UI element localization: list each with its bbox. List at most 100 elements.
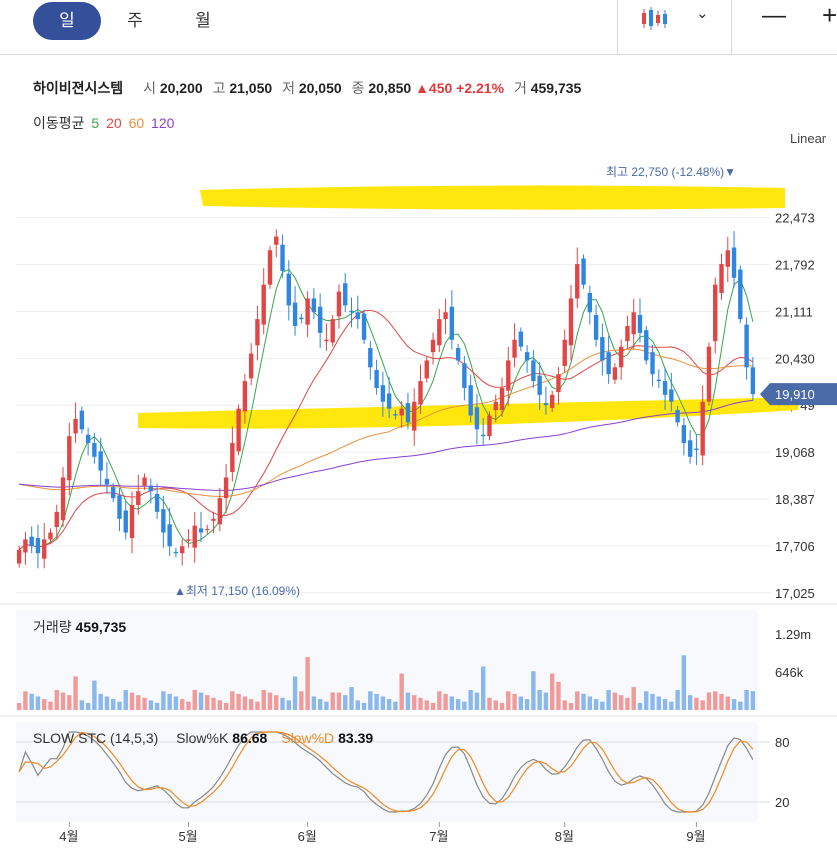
- candle-body: [581, 258, 586, 285]
- volume-bar: [161, 691, 166, 710]
- candle-body: [631, 312, 636, 335]
- candle-body: [424, 360, 429, 379]
- volume-bar: [186, 701, 191, 710]
- candle-body: [73, 418, 78, 434]
- volume-bar: [292, 676, 298, 710]
- volume-bar: [117, 701, 122, 710]
- candle-body: [531, 360, 536, 382]
- volume-bar: [280, 697, 285, 710]
- volume-bar: [317, 699, 323, 710]
- candle-body: [142, 477, 147, 486]
- volume-bar: [111, 699, 116, 710]
- volume-bar: [368, 691, 373, 710]
- volume-bar: [255, 701, 260, 710]
- ma-legend-item[interactable]: 20: [106, 115, 122, 131]
- stc-k-label: Slow%K: [176, 730, 229, 746]
- zoom-out-icon[interactable]: —: [762, 2, 786, 29]
- volume-bar: [361, 702, 367, 710]
- volume-bar: [430, 702, 436, 710]
- candle-body: [317, 306, 323, 333]
- candle-body: [305, 298, 310, 325]
- candle-body: [261, 284, 266, 325]
- candle-body: [173, 551, 179, 554]
- candle-body: [462, 363, 467, 388]
- candle-body: [311, 298, 317, 313]
- volume-bar: [506, 691, 511, 710]
- volume-bar: [136, 695, 141, 710]
- scale-mode[interactable]: Linear: [790, 131, 827, 146]
- stc-title: SLOW STC: [33, 730, 107, 746]
- stc-k-line: [18, 731, 754, 813]
- volume-bar: [154, 702, 160, 710]
- candle-body: [42, 539, 47, 559]
- volume-bar: [167, 693, 172, 710]
- volume-bar: [706, 692, 712, 710]
- volume-bar: [311, 696, 317, 710]
- candle-body: [506, 360, 511, 391]
- divider: [617, 0, 618, 54]
- ma-legend: 이동평균 5 20 60 120: [33, 113, 177, 133]
- volume-bar: [625, 697, 630, 710]
- candle-body: [386, 393, 392, 409]
- candle-body: [255, 319, 260, 346]
- volume-bar: [29, 693, 34, 710]
- candle-body: [79, 410, 85, 430]
- candle-body: [618, 346, 624, 368]
- max-annotation: 최고 22,750 (-12.48%)▼: [606, 165, 736, 179]
- stc-tick-label: 80: [775, 735, 789, 750]
- volume-bar: [179, 699, 185, 710]
- volume-bar: [531, 671, 536, 710]
- candle-body: [437, 319, 442, 346]
- candle-body: [650, 352, 655, 375]
- volume-tick-label: 646k: [775, 665, 804, 680]
- y-tick-label: 17,025: [775, 586, 815, 601]
- volume-bar: [242, 696, 248, 710]
- volume-bar: [606, 690, 611, 710]
- volume-bar: [412, 695, 417, 710]
- candle-body: [192, 525, 197, 548]
- ma-legend-item[interactable]: 120: [151, 115, 175, 131]
- volume-bar: [443, 693, 448, 710]
- candle-body: [481, 434, 486, 437]
- candle-body: [35, 538, 41, 554]
- candle-body: [242, 381, 248, 412]
- stc-params: (14,5,3): [110, 730, 159, 746]
- candle-body: [336, 291, 342, 317]
- volume-bar: [274, 695, 279, 710]
- tab-week[interactable]: 주: [127, 11, 143, 30]
- candle-body: [374, 370, 379, 388]
- chevron-down-icon[interactable]: ⌄: [696, 5, 709, 22]
- candle-body: [223, 477, 229, 499]
- resistance-highlight: [200, 185, 785, 210]
- volume-bar: [85, 702, 91, 710]
- volume-bar: [148, 700, 154, 710]
- tab-day[interactable]: 일: [33, 2, 101, 40]
- zoom-in-icon[interactable]: +: [822, 0, 837, 30]
- volume-bar: [612, 692, 618, 710]
- volume-bar: [236, 693, 241, 710]
- candle-body: [606, 352, 611, 375]
- candlestick-icon[interactable]: [640, 6, 672, 32]
- candle-body: [744, 324, 749, 368]
- volume-bar: [248, 699, 254, 710]
- volume-bar: [600, 701, 605, 710]
- volume-bar: [60, 692, 66, 710]
- volume-bar: [23, 691, 28, 710]
- volume-bar: [261, 690, 266, 710]
- candle-body: [355, 312, 360, 320]
- open-value: 20,200: [159, 80, 203, 96]
- candle-body: [593, 314, 599, 340]
- candle-body: [104, 478, 110, 485]
- volume-value: 459,735: [530, 80, 582, 96]
- ma-60-line: [19, 348, 753, 498]
- change-pct: +2.21%: [456, 80, 505, 96]
- stc-panel: [16, 722, 758, 822]
- tab-month[interactable]: 월: [195, 11, 211, 30]
- ma-legend-item[interactable]: 5: [91, 115, 100, 131]
- high-label: 고: [212, 80, 226, 96]
- stc-k-value: 86.68: [232, 730, 268, 746]
- ma-legend-item[interactable]: 60: [128, 115, 145, 131]
- close-label: 종: [351, 80, 365, 96]
- candle-body: [393, 414, 398, 416]
